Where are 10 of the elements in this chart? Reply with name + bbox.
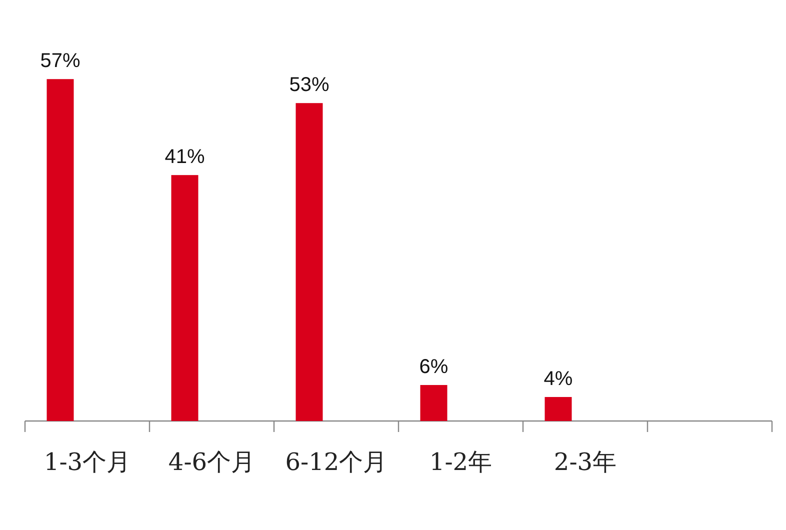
data-label: 6% bbox=[419, 356, 448, 378]
x-tick-label: 4-6个月 bbox=[167, 447, 256, 477]
x-tick-label: 6-12个月 bbox=[284, 447, 388, 477]
x-tick-label: 1-2年 bbox=[428, 447, 494, 477]
data-label: 41% bbox=[164, 146, 205, 168]
x-tick-label: 2-3年 bbox=[552, 447, 618, 477]
data-label: 53% bbox=[289, 74, 330, 96]
data-label: 4% bbox=[544, 368, 573, 390]
data-label: 57% bbox=[40, 50, 80, 72]
x-tick-label: 1-3个月 bbox=[42, 447, 132, 477]
